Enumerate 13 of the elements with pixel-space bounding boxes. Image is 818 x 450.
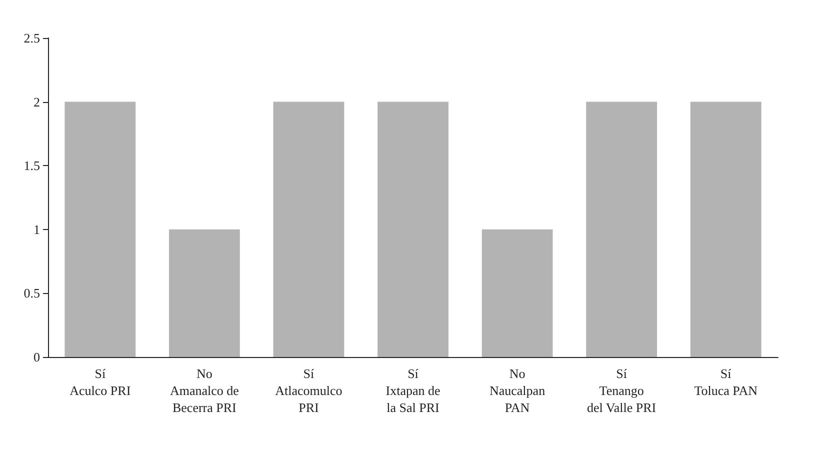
y-tick-label: 2.5 [24,30,40,46]
x-tick-label: Sí Tenango del Valle PRI [587,366,656,415]
y-tick-label: 0.5 [24,286,40,301]
x-tick-label: No Naucalpan PAN [489,366,546,415]
x-tick-label: Sí Toluca PAN [694,366,758,398]
x-tick-label: No Amanalco de Becerra PRI [170,366,240,415]
y-tick-label: 0 [34,350,40,364]
x-tick-label: Sí Atlacomulco PRI [275,366,342,415]
y-tick-label: 1 [34,222,40,237]
x-tick-label: Sí Ixtapan de la Sal PRI [386,366,440,415]
y-tick-label: 1.5 [24,158,40,174]
x-tick-label: Sí Aculco PRI [70,366,131,398]
y-tick-label: 2 [34,94,40,110]
